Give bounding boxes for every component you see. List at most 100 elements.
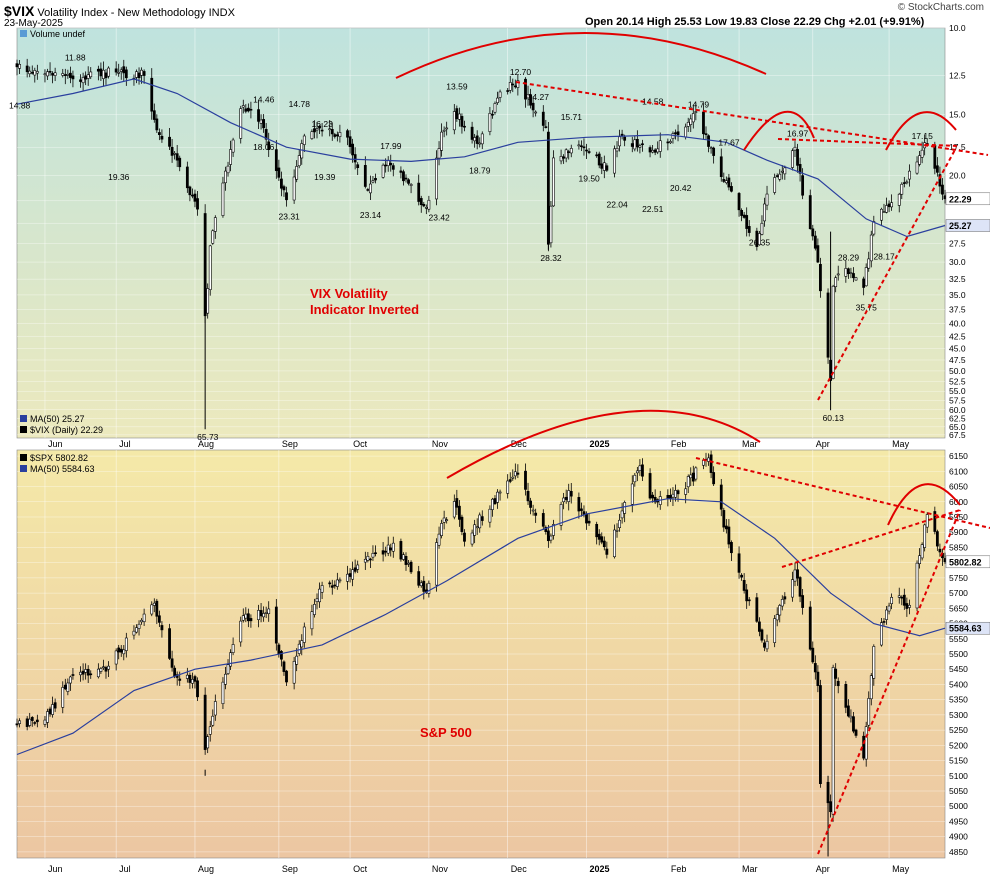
candle-body <box>381 550 385 555</box>
candle-body <box>335 579 339 587</box>
vix-candle <box>124 66 128 86</box>
vix-candle <box>935 157 939 177</box>
candle-body <box>869 234 873 262</box>
vix-candle <box>674 129 677 140</box>
candle-body <box>491 498 494 510</box>
spx-candle <box>142 608 146 626</box>
x-tick-label: May <box>892 439 910 449</box>
candle-body <box>902 182 906 184</box>
candle-body <box>605 548 609 555</box>
candle-body <box>371 553 375 558</box>
vix-candle <box>409 182 413 194</box>
spx-candle <box>597 529 601 546</box>
candle-body <box>745 215 749 229</box>
ohlc-readout: Open 20.14 High 25.53 Low 19.83 Close 22… <box>585 16 925 28</box>
candle-body <box>402 554 405 560</box>
vix-candle <box>333 132 337 139</box>
candle-body <box>185 674 189 679</box>
vix-candle <box>689 114 693 133</box>
candle-body <box>641 464 644 477</box>
spx-candle <box>691 465 695 486</box>
vix-candle <box>84 71 88 86</box>
spx-candle <box>763 639 766 652</box>
candle-body <box>437 533 441 546</box>
spx-candle <box>391 536 395 558</box>
spx-candle <box>435 538 438 592</box>
spx-candle <box>880 617 883 647</box>
vix-candle <box>155 114 159 133</box>
candle-body <box>28 70 32 75</box>
vix-candle <box>475 130 479 150</box>
candle-body <box>170 658 174 668</box>
candle-body <box>508 479 512 482</box>
candle-body <box>211 715 215 726</box>
vix-value-label: 14.58 <box>642 96 664 106</box>
candle-body <box>353 567 357 572</box>
candle-body <box>262 119 266 129</box>
candle-body <box>902 594 906 606</box>
candle-body <box>424 207 428 209</box>
spx-candle <box>117 644 121 660</box>
spx-candle <box>480 510 484 526</box>
candle-body <box>737 193 741 211</box>
candle-body <box>280 651 283 660</box>
spx-y-tick-label: 6100 <box>949 466 968 476</box>
vix-candle <box>313 120 316 139</box>
candle-body <box>890 202 894 208</box>
vix-candle <box>68 66 72 84</box>
vix-candle <box>424 204 428 215</box>
vix-candle <box>722 172 726 183</box>
candle-body <box>188 674 192 683</box>
spx-candle <box>119 645 123 657</box>
vix-candle <box>86 66 90 86</box>
spx-candle <box>796 561 799 586</box>
candle-body <box>241 105 245 108</box>
vix-candle <box>157 128 161 141</box>
candle-body <box>445 519 449 521</box>
vix-value-label: 15.71 <box>561 112 583 122</box>
spx-candle <box>742 573 746 594</box>
vix-resistance-line <box>515 81 989 156</box>
candle-body <box>402 171 405 182</box>
vix-value-label: 14.88 <box>9 101 31 111</box>
vix-candle <box>834 275 838 293</box>
spx-candle <box>246 608 250 628</box>
candle-body <box>641 143 644 146</box>
candle-body <box>328 582 332 585</box>
vix-candle <box>737 191 741 217</box>
vix-candle <box>562 154 566 164</box>
vix-candle <box>793 141 797 158</box>
spx-candle <box>529 497 532 515</box>
candle-body <box>96 68 100 72</box>
vix-candle <box>656 141 660 155</box>
candle-body <box>15 63 19 68</box>
spx-candle <box>635 467 639 482</box>
vix-candle <box>399 166 403 179</box>
candle-body <box>274 606 278 644</box>
vix-candle <box>43 69 47 83</box>
candle-body <box>562 497 566 503</box>
candle-body <box>880 208 883 221</box>
candle-body <box>529 500 532 508</box>
spx-candle <box>229 649 232 670</box>
candle-body <box>849 715 853 719</box>
candle-body <box>836 680 840 687</box>
candle-body <box>844 684 848 708</box>
candle-body <box>498 91 502 98</box>
candle-body <box>882 621 886 623</box>
candle-body <box>442 129 446 132</box>
legend-swatch <box>20 30 27 37</box>
spx-candle <box>783 592 787 605</box>
vix-candle <box>196 190 199 216</box>
candle-body <box>285 192 288 201</box>
candle-body <box>356 164 360 169</box>
vix-candle <box>402 169 405 186</box>
vix-candle <box>119 67 123 80</box>
candle-body <box>244 613 248 619</box>
candle-body <box>257 610 260 620</box>
candle-body <box>552 524 555 536</box>
candle-body <box>544 526 548 532</box>
vix-candle <box>595 151 599 158</box>
spx-candle <box>53 698 57 712</box>
vix-candle <box>849 267 853 279</box>
